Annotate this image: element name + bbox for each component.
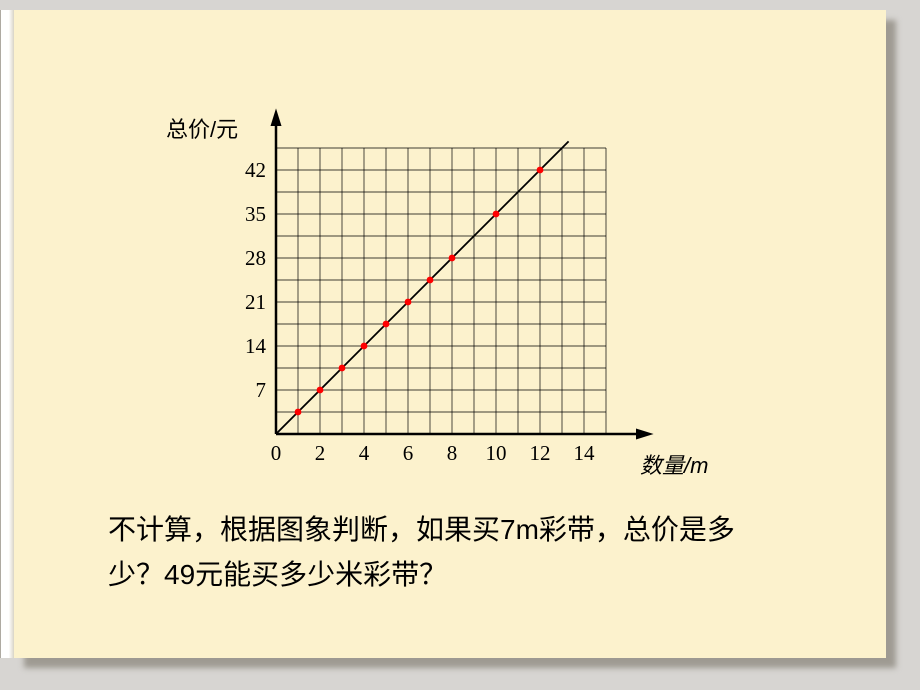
chart-svg: 0 2 4 6 8 10 12 14 7 14 21 28 35 42: [174, 98, 744, 488]
data-point: [405, 299, 412, 306]
y-axis-label: 总价/元: [166, 112, 238, 144]
x-tick-label: 2: [315, 441, 326, 465]
y-tick-label: 28: [245, 246, 266, 270]
question-text: 不计算，根据图象判断，如果买7m彩带，总价是多 少？49元能买多少米彩带？: [108, 507, 735, 597]
binder-strip: [0, 10, 15, 658]
data-point: [383, 321, 390, 328]
y-tick-label: 21: [245, 290, 266, 314]
slide: 0 2 4 6 8 10 12 14 7 14 21 28 35 42 总价/元 数量/m 不计算，根据图…: [14, 10, 886, 658]
question-line-2: 少？49元能买多少米彩带？: [108, 552, 735, 597]
data-point: [493, 211, 500, 218]
data-point: [449, 255, 456, 262]
x-tick-label: 4: [359, 441, 370, 465]
data-point: [361, 343, 368, 350]
chart: 0 2 4 6 8 10 12 14 7 14 21 28 35 42: [174, 98, 744, 488]
data-point: [339, 365, 346, 372]
y-tick-label: 7: [256, 378, 267, 402]
data-point: [317, 387, 324, 394]
x-axis-label: 数量/m: [640, 448, 708, 480]
x-tick-label: 14: [574, 441, 596, 465]
x-tick-label: 12: [530, 441, 551, 465]
stage: 0 2 4 6 8 10 12 14 7 14 21 28 35 42 总价/元 数量/m 不计算，根据图…: [0, 0, 920, 690]
y-tick-label: 14: [245, 334, 267, 358]
x-tick-label: 6: [403, 441, 414, 465]
data-point: [427, 277, 434, 284]
y-tick-label: 35: [245, 202, 266, 226]
data-point: [537, 167, 544, 174]
data-point: [295, 409, 302, 416]
y-tick-label: 42: [245, 158, 266, 182]
x-tick-label: 10: [486, 441, 507, 465]
question-line-1: 不计算，根据图象判断，如果买7m彩带，总价是多: [108, 507, 735, 552]
x-tick-label: 0: [271, 441, 282, 465]
x-tick-label: 8: [447, 441, 458, 465]
